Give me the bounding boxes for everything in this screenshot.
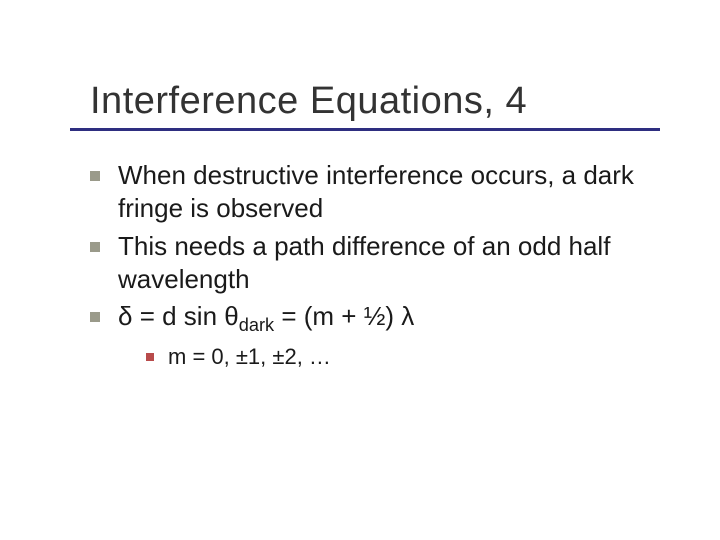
square-bullet-icon	[146, 353, 154, 361]
title-underline	[70, 128, 660, 131]
bullet-item-equation: δ = d sin θdark = (m + ½) λ	[90, 300, 680, 337]
equation-text: δ = d sin θdark = (m + ½) λ	[118, 300, 414, 337]
bullet-item: When destructive interference occurs, a …	[90, 159, 680, 226]
square-bullet-icon	[90, 242, 100, 252]
title-block: Interference Equations, 4	[90, 80, 680, 123]
sub-bullet-text: m = 0, ±1, ±2, …	[168, 344, 331, 370]
bullet-list: When destructive interference occurs, a …	[90, 159, 680, 370]
equation-pre: δ = d sin θ	[118, 301, 239, 331]
equation-subscript: dark	[239, 315, 274, 335]
sub-bullet-item: m = 0, ±1, ±2, …	[146, 344, 680, 370]
slide-container: Interference Equations, 4 When destructi…	[0, 0, 720, 540]
square-bullet-icon	[90, 312, 100, 322]
square-bullet-icon	[90, 171, 100, 181]
slide-title: Interference Equations, 4	[90, 80, 680, 123]
bullet-text: This needs a path difference of an odd h…	[118, 230, 680, 297]
equation-post: = (m + ½) λ	[274, 301, 414, 331]
bullet-item: This needs a path difference of an odd h…	[90, 230, 680, 297]
bullet-text: When destructive interference occurs, a …	[118, 159, 680, 226]
